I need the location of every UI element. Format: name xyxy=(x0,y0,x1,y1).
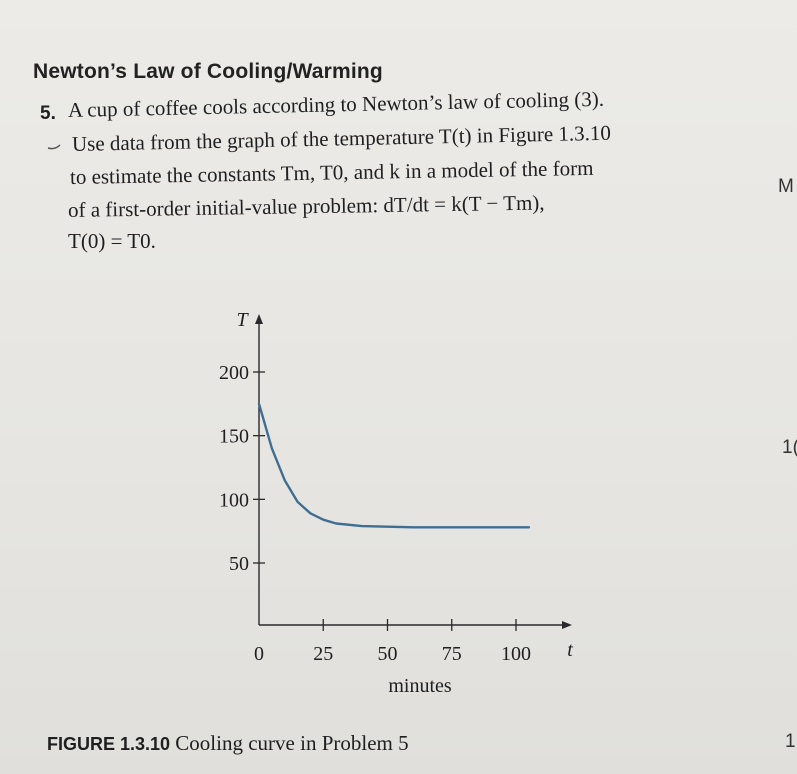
margin-mark xyxy=(47,144,61,150)
problem-line-5: T(0) = T0. xyxy=(68,229,156,253)
figure-label: FIGURE 1.3.10 xyxy=(47,734,171,754)
x-tick-label: 50 xyxy=(378,643,398,665)
x-axis-symbol: t xyxy=(567,639,573,661)
x-tick-label: 100 xyxy=(501,643,531,665)
x-tick-label: 0 xyxy=(254,643,264,665)
x-tick-label: 25 xyxy=(313,643,333,665)
y-axis-arrow xyxy=(255,314,263,324)
problem-number: 5. xyxy=(40,103,56,124)
y-tick-label: 100 xyxy=(219,489,249,511)
figure-caption: FIGURE 1.3.10 Cooling curve in Problem 5 xyxy=(47,731,409,756)
section-heading: Newton’s Law of Cooling/Warming xyxy=(33,60,383,83)
right-edge-text-2: 1( xyxy=(782,437,797,458)
y-tick-label: 150 xyxy=(219,426,249,448)
x-tick-label: 75 xyxy=(442,643,462,665)
x-axis-label: minutes xyxy=(388,675,452,697)
right-edge-text-3: 1 xyxy=(785,731,796,752)
y-tick-label: 50 xyxy=(229,553,249,575)
y-axis-label: T xyxy=(236,309,249,331)
x-axis-arrow xyxy=(562,621,572,629)
y-tick-label: 200 xyxy=(219,362,249,384)
figure-caption-text: Cooling curve in Problem 5 xyxy=(175,731,409,755)
cooling-curve xyxy=(257,402,531,529)
right-edge-text-1: M xyxy=(778,176,794,197)
